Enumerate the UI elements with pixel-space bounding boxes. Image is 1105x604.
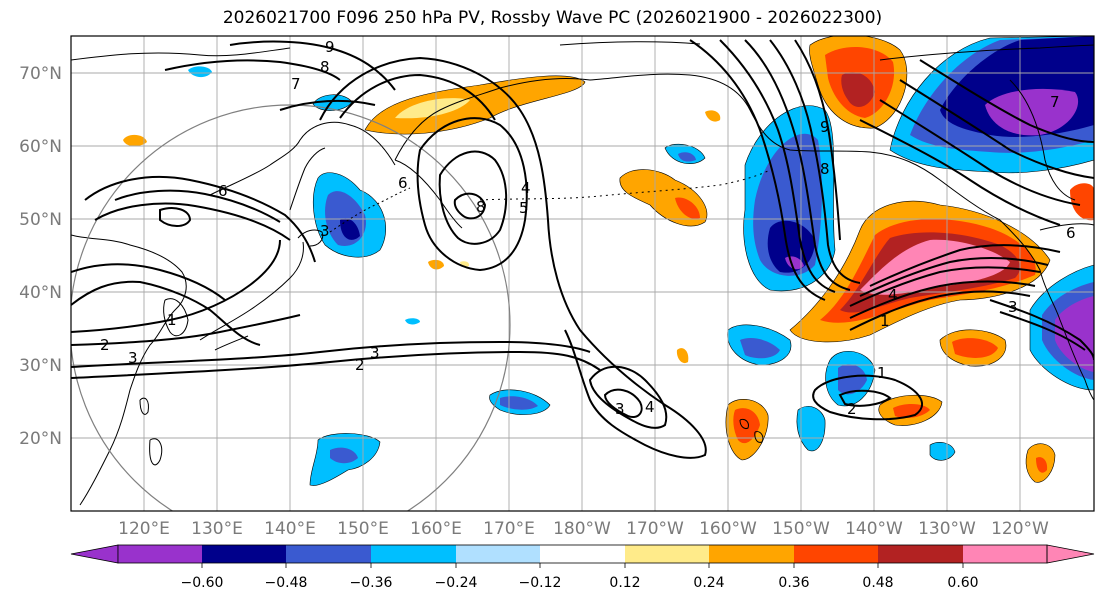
contour-label: 3 [320,222,330,240]
lon-label: 140°E [264,519,316,539]
lat-label: 20°N [19,429,62,449]
lon-label: 180°W [553,519,611,539]
colorbar-bin [709,545,794,563]
colorbar-tick-label: −0.12 [519,575,562,591]
colorbar-bin [625,545,709,563]
contour-label: 8 [320,58,330,76]
colorbar: −0.60 −0.48 −0.36 −0.24 −0.12 0.12 0.24 … [70,544,1095,591]
contour-label: 7 [1050,93,1060,111]
contour-label: 2 [847,400,857,418]
contour-label: 5 [519,199,529,217]
map-frame [70,35,1095,512]
contour-label: 9 [820,118,830,136]
lat-label: 40°N [19,283,62,303]
contour-label: 7 [291,75,301,93]
contour-labels: 9 8 7 6 3 6 8 4 1 2 3 2 3 5 3 4 9 8 4 1 … [100,38,1076,418]
longitude-labels: 120°E 130°E 140°E 150°E 160°E 170°E 180°… [118,519,1049,539]
contour-label: 6 [398,174,408,192]
lon-label: 120°W [991,519,1049,539]
contour-label: 8 [820,160,830,178]
pv-anomaly-fills [123,36,1094,486]
contour-label: 6 [218,182,228,200]
colorbar-bin [456,545,540,563]
lon-label: 170°E [483,519,535,539]
reference-circle [71,104,511,511]
colorbar-tick-label: 0.48 [862,575,893,591]
map-plot-area: 9 8 7 6 3 6 8 4 1 2 3 2 3 5 3 4 9 8 4 1 … [71,36,1094,511]
contour-label: 2 [355,356,365,374]
lat-label: 60°N [19,137,62,157]
colorbar-bin [286,545,371,563]
map-title: 2026021700 F096 250 hPa PV, Rossby Wave … [222,8,883,28]
contour-label: 4 [521,179,531,197]
contour-label: 3 [1008,298,1018,316]
contour-label: 8 [476,198,486,216]
lon-label: 140°W [845,519,903,539]
colorbar-bin [878,545,963,563]
colorbar-bin [371,545,456,563]
lat-label: 70°N [19,64,62,84]
colorbar-extend-max [1046,544,1095,564]
contour-label: 1 [880,312,890,330]
colorbar-bin [540,545,625,563]
lat-label: 30°N [19,356,62,376]
colorbar-tick-label: −0.60 [181,575,224,591]
latitude-labels: 70°N 60°N 50°N 40°N 30°N 20°N [19,64,62,449]
lon-label: 130°W [918,519,976,539]
contour-label: 1 [877,364,887,382]
lon-label: 160°E [410,519,462,539]
colorbar-tick-label: −0.24 [435,575,478,591]
coastlines [71,41,1094,506]
colorbar-extend-min [70,544,119,564]
colorbar-bin [794,545,878,563]
contour-label: 6 [1066,224,1076,242]
colorbar-tick-label: 0.24 [693,575,724,591]
colorbar-outline [117,544,1048,564]
contour-label: 3 [128,349,138,367]
lon-label: 120°E [118,519,170,539]
contour-label: 2 [100,336,110,354]
contour-label: 3 [370,344,380,362]
colorbar-tick-label: −0.36 [350,575,393,591]
contour-label: 4 [645,398,655,416]
contour-label: 4 [888,286,898,304]
lat-label: 50°N [19,210,62,230]
contour-label: 9 [325,38,335,56]
lon-label: 160°W [699,519,757,539]
contour-label: 3 [615,400,625,418]
colorbar-bin [963,545,1047,563]
colorbar-tick-label: 0.36 [778,575,809,591]
colorbar-tick-label: 0.60 [947,575,978,591]
lon-label: 130°E [191,519,243,539]
lon-label: 150°E [337,519,389,539]
contour-label: 1 [167,311,177,329]
colorbar-bin [202,545,286,563]
colorbar-tick-label: 0.12 [609,575,640,591]
colorbar-bin [118,545,202,563]
colorbar-tick-label: −0.48 [265,575,308,591]
lon-label: 150°W [772,519,830,539]
lon-label: 170°W [626,519,684,539]
pv-contours [71,39,1094,459]
